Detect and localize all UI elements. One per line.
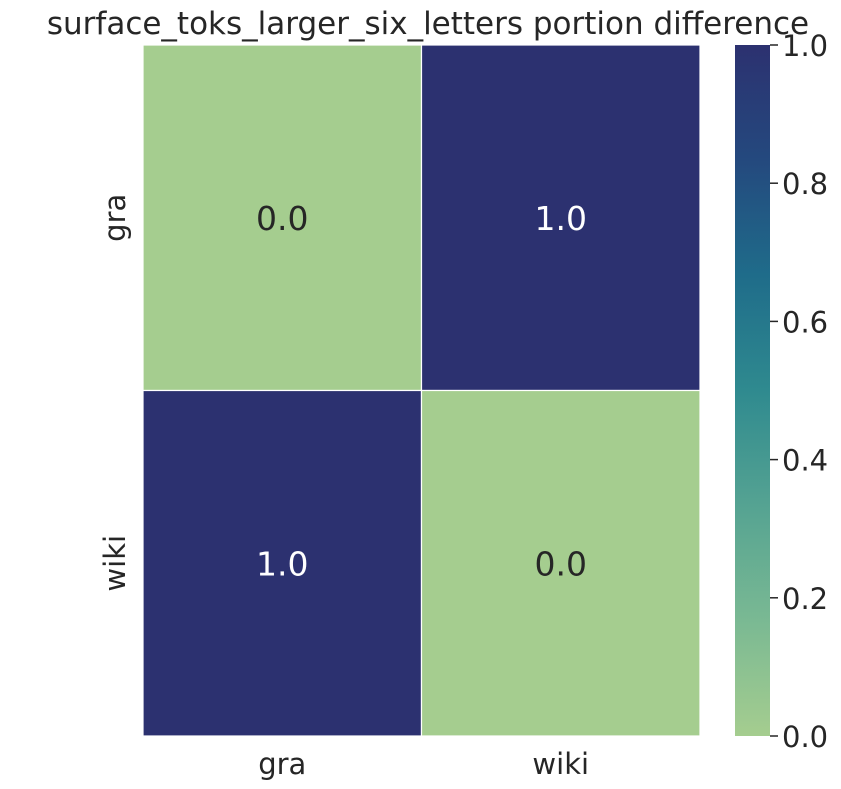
cell-label-gra-wiki: 1.0 <box>535 199 587 238</box>
colorbar-tick-label: 1.0 <box>782 29 828 63</box>
colorbar-tick-label: 0.2 <box>782 582 828 616</box>
colorbar-tick-label: 0.4 <box>782 444 828 478</box>
cell-label-wiki-wiki: 0.0 <box>535 544 587 583</box>
y-tick-label-wiki: wiki <box>98 535 132 592</box>
x-axis-ticks: gra wiki <box>258 747 589 781</box>
chart-title: surface_toks_larger_six_letters portion … <box>47 6 809 42</box>
heatmap-cell-gra-gra <box>142 44 423 392</box>
colorbar-tick-label: 0.8 <box>782 167 828 201</box>
heatmap-cell-gra-wiki <box>420 44 701 392</box>
colorbar-gradient <box>735 45 770 736</box>
colorbar-ticks: 0.0 0.2 0.4 0.6 0.8 1.0 <box>770 29 828 754</box>
x-tick-label-wiki: wiki <box>532 747 589 781</box>
colorbar-tick-label: 0.0 <box>782 720 828 754</box>
heatmap-cell-wiki-gra <box>142 389 423 737</box>
y-tick-label-gra: gra <box>98 194 132 242</box>
cell-label-wiki-gra: 1.0 <box>256 544 308 583</box>
colorbar-tick-label: 0.6 <box>782 305 828 339</box>
heatmap-cells: 0.0 1.0 1.0 0.0 <box>142 44 701 737</box>
cell-label-gra-gra: 0.0 <box>256 199 308 238</box>
x-tick-label-gra: gra <box>258 747 306 781</box>
y-axis-ticks: gra wiki <box>98 194 132 592</box>
colorbar: 0.0 0.2 0.4 0.6 0.8 1.0 <box>735 29 828 754</box>
heatmap-cell-wiki-wiki <box>420 389 701 737</box>
